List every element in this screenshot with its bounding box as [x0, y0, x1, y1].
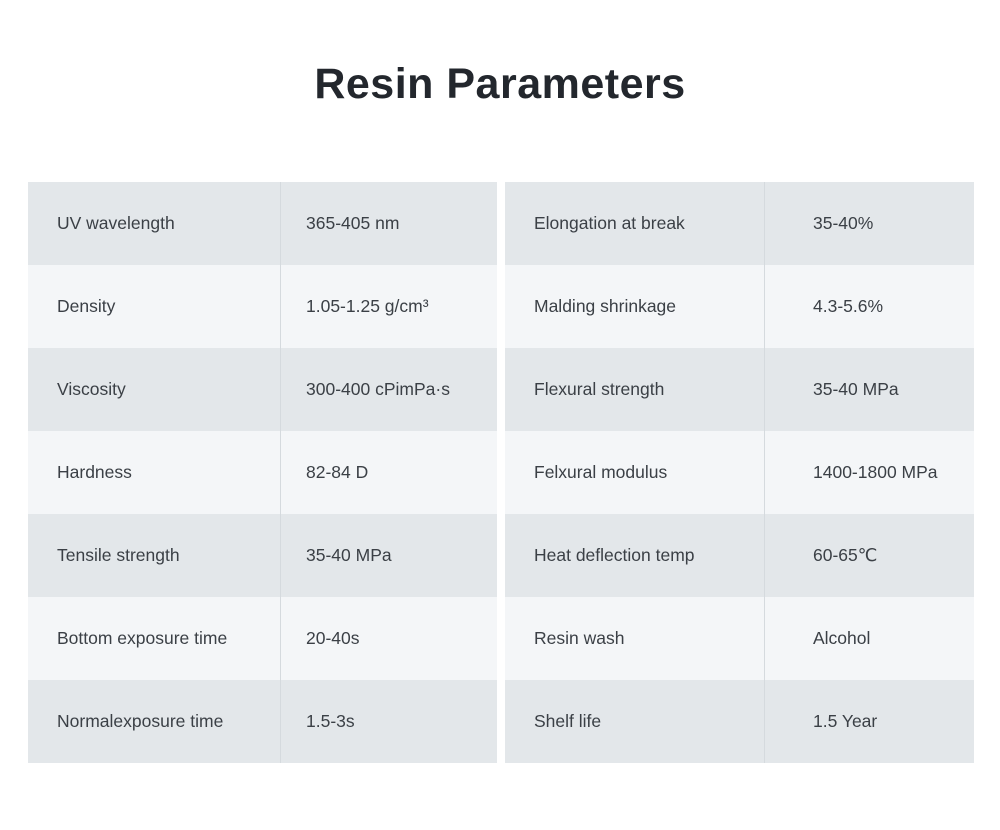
table-row: Bottom exposure time 20-40s: [28, 597, 497, 680]
param-value: 35-40 MPa: [764, 348, 974, 431]
param-label: Tensile strength: [57, 545, 180, 565]
table-row: Resin wash Alcohol: [505, 597, 974, 680]
table-row: Shelf life 1.5 Year: [505, 680, 974, 763]
table-row: Flexural strength 35-40 MPa: [505, 348, 974, 431]
param-value: 4.3-5.6%: [764, 265, 974, 348]
param-value: 1.05-1.25 g/cm³: [280, 265, 497, 348]
param-label: Flexural strength: [534, 379, 665, 399]
page-title: Resin Parameters: [314, 60, 686, 108]
table-row: Malding shrinkage 4.3-5.6%: [505, 265, 974, 348]
param-label: Bottom exposure time: [57, 628, 228, 648]
param-value: 20-40s: [280, 597, 497, 680]
table-row: Heat deflection temp 60-65℃: [505, 514, 974, 597]
param-label: Normalexposure time: [57, 711, 224, 731]
param-value: 35-40 MPa: [280, 514, 497, 597]
table-row: UV wavelength 365-405 nm: [28, 182, 497, 265]
param-label: Felxural modulus: [534, 462, 668, 482]
spec-table-left: UV wavelength 365-405 nm Density 1.05-1.…: [28, 182, 497, 763]
param-value: 82-84 D: [280, 431, 497, 514]
param-value: 365-405 nm: [280, 182, 497, 265]
table-row: Density 1.05-1.25 g/cm³: [28, 265, 497, 348]
param-value: 1.5 Year: [764, 680, 974, 763]
spec-table-right: Elongation at break 35-40% Malding shrin…: [505, 182, 974, 763]
param-value: 60-65℃: [764, 514, 974, 597]
param-label: Elongation at break: [534, 213, 685, 233]
param-label: Shelf life: [534, 711, 602, 731]
param-label: Malding shrinkage: [534, 296, 677, 316]
table-row: Hardness 82-84 D: [28, 431, 497, 514]
table-row: Viscosity 300-400 cPimPa·s: [28, 348, 497, 431]
param-label: UV wavelength: [57, 213, 175, 233]
table-row: Normalexposure time 1.5-3s: [28, 680, 497, 763]
param-label: Viscosity: [57, 379, 126, 399]
param-label: Density: [57, 296, 116, 316]
param-value: 1400-1800 MPa: [764, 431, 974, 514]
param-value: 35-40%: [764, 182, 974, 265]
param-value: 1.5-3s: [280, 680, 497, 763]
param-label: Hardness: [57, 462, 132, 482]
table-row: Felxural modulus 1400-1800 MPa: [505, 431, 974, 514]
table-row: Elongation at break 35-40%: [505, 182, 974, 265]
param-value: Alcohol: [764, 597, 974, 680]
param-label: Heat deflection temp: [534, 545, 695, 565]
param-value: 300-400 cPimPa·s: [280, 348, 497, 431]
param-label: Resin wash: [534, 628, 625, 648]
resin-parameters-table: UV wavelength 365-405 nm Density 1.05-1.…: [28, 182, 974, 763]
table-row: Tensile strength 35-40 MPa: [28, 514, 497, 597]
